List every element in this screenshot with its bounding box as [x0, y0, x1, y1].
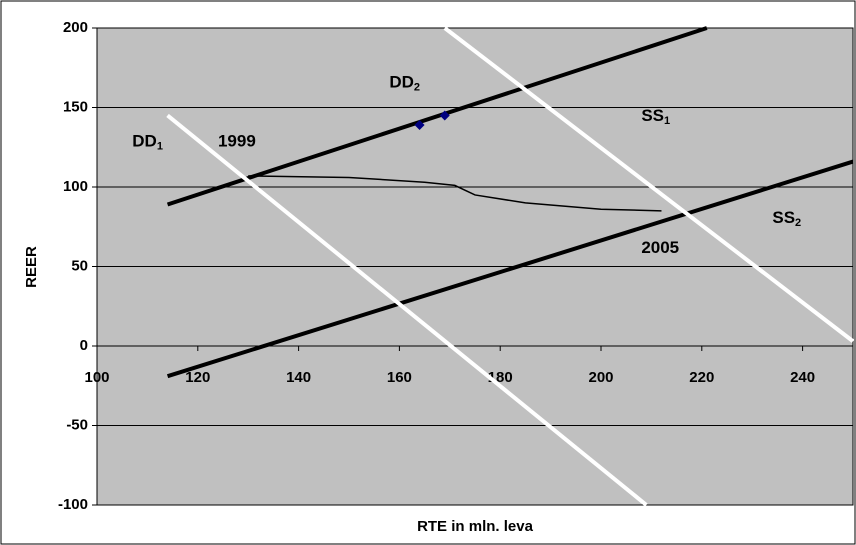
annotation: 2005	[641, 238, 679, 257]
series-line	[166, 26, 708, 207]
x-tick-label: 140	[286, 369, 311, 386]
annotation-text: 1999	[218, 132, 256, 151]
annotation: SS1	[641, 107, 670, 127]
annotation-subscript: 1	[664, 115, 670, 127]
series-line	[248, 175, 662, 212]
annotation-subscript: 2	[795, 217, 801, 229]
annotation: DD2	[389, 73, 420, 93]
series-line	[443, 26, 855, 343]
x-tick-label: 120	[185, 369, 210, 386]
marker	[439, 110, 450, 121]
annotation: DD1	[132, 132, 163, 152]
annotation-text: DD	[389, 73, 414, 92]
annotation-text: DD	[132, 132, 157, 151]
x-tick-label: 220	[689, 369, 714, 386]
annotation-text: SS	[772, 208, 795, 227]
y-tick-label: -100	[58, 496, 88, 513]
series-line	[166, 113, 648, 507]
series-line	[166, 159, 854, 379]
y-tick-label: 100	[63, 178, 88, 195]
annotation: 1999	[218, 132, 256, 151]
annotation-text: SS	[641, 107, 664, 126]
y-tick-label: 200	[63, 19, 88, 36]
y-tick-label: -50	[66, 416, 88, 433]
annotation-text: 2005	[641, 238, 679, 257]
x-axis-label: RTE in mln. leva	[417, 518, 534, 535]
x-tick-label: 100	[84, 369, 109, 386]
x-tick-label: 160	[387, 369, 412, 386]
annotation: SS2	[772, 208, 801, 228]
y-tick-label: 150	[63, 98, 88, 115]
x-tick-label: 200	[588, 369, 613, 386]
annotation-subscript: 1	[157, 140, 163, 152]
y-tick-label: 50	[71, 257, 88, 274]
annotation-subscript: 2	[414, 82, 420, 94]
y-tick-label: 0	[80, 337, 88, 354]
marker	[414, 119, 425, 130]
x-tick-label: 240	[790, 369, 815, 386]
y-axis-label: REER	[23, 246, 40, 288]
